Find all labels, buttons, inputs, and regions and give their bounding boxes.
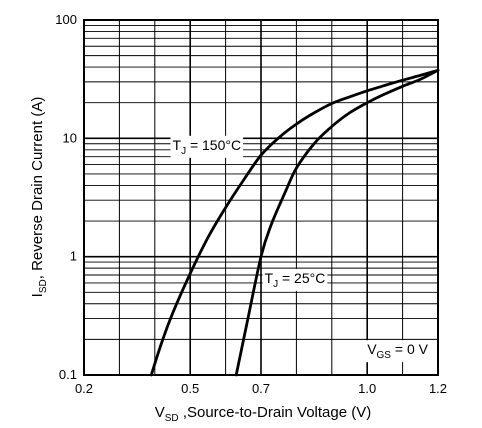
annotation-rest: = 150°C bbox=[186, 137, 241, 153]
x-tick-label: 1.2 bbox=[429, 381, 447, 396]
annotation-main: T bbox=[265, 270, 274, 286]
x-axis-title-main: V bbox=[155, 404, 165, 421]
annotation-sub: GS bbox=[377, 350, 392, 361]
x-axis-title-sub: SD bbox=[165, 413, 179, 424]
annotation-sub: J bbox=[273, 279, 278, 290]
x-tick-label: 0.7 bbox=[252, 381, 270, 396]
y-tick-label: 0.1 bbox=[59, 367, 77, 382]
annotation-background bbox=[365, 340, 431, 363]
x-tick-label: 1.0 bbox=[358, 381, 376, 396]
x-tick-label: 0.2 bbox=[75, 381, 93, 396]
annotation-background bbox=[170, 135, 244, 158]
annotation-main: T bbox=[173, 137, 182, 153]
annotation-rest: = 0 V bbox=[391, 341, 429, 357]
x-axis-title: VSD ,Source-to-Drain Voltage (V) bbox=[155, 404, 372, 424]
y-axis-title-main: I bbox=[29, 293, 46, 297]
series-line-2 bbox=[234, 68, 440, 377]
y-tick-label: 100 bbox=[55, 12, 77, 27]
plot-frame bbox=[83, 19, 439, 376]
y-axis-title-sub: SD bbox=[38, 279, 49, 293]
y-tick-label: 10 bbox=[63, 130, 77, 145]
x-axis-title-rest: ,Source-to-Drain Voltage (V) bbox=[179, 404, 372, 421]
annotation-rest: = 25°C bbox=[278, 270, 325, 286]
annotation-3: VGS = 0 V bbox=[365, 340, 431, 363]
annotation-text: VGS = 0 V bbox=[367, 341, 428, 361]
annotation-main: V bbox=[367, 341, 377, 357]
series-line-1 bbox=[149, 68, 440, 377]
y-axis-title: ISD, Reverse Drain Current (A) bbox=[29, 97, 49, 298]
x-tick-label: 0.5 bbox=[181, 381, 199, 396]
gridlines bbox=[83, 20, 439, 375]
y-tick-label: 1 bbox=[70, 249, 77, 264]
x-tick-labels: 0.2 0.5 0.7 1.0 1.2 bbox=[75, 381, 447, 396]
annotation-sub: J bbox=[181, 146, 186, 157]
annotation-2: TJ = 25°C bbox=[262, 268, 328, 291]
series-lines bbox=[149, 68, 440, 377]
annotation-1: TJ = 150°C bbox=[170, 135, 244, 158]
y-axis-title-rest: , Reverse Drain Current (A) bbox=[29, 97, 46, 280]
y-tick-labels: 0.1 1 10 100 bbox=[55, 12, 77, 382]
annotation-background bbox=[262, 268, 328, 291]
annotation-text: TJ = 150°C bbox=[173, 137, 242, 157]
annotation-text: TJ = 25°C bbox=[265, 270, 326, 290]
